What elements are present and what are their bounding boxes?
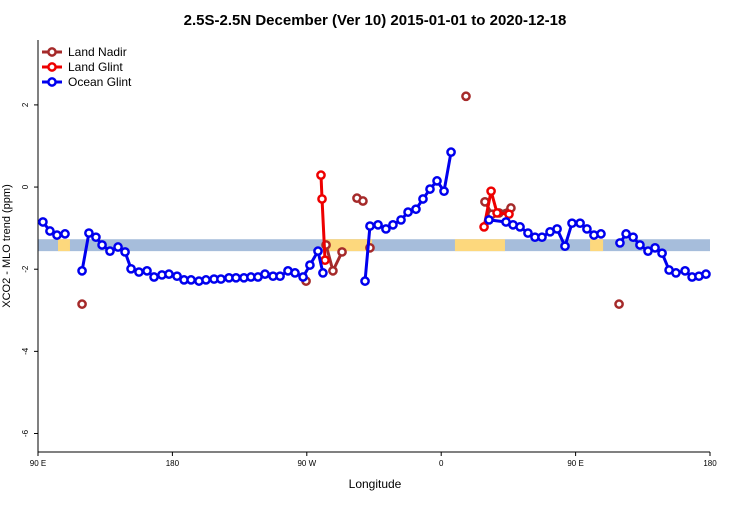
data-point [567, 218, 577, 229]
x-tick-label: 90 E [567, 459, 583, 468]
data-point [657, 248, 667, 259]
data-point [91, 232, 101, 243]
data-point [461, 91, 471, 102]
data-point [432, 176, 442, 186]
legend-marker [47, 62, 57, 72]
data-point [358, 196, 368, 206]
data-point [298, 272, 308, 282]
data-point [77, 299, 87, 309]
data-point [396, 215, 406, 225]
data-point [77, 266, 87, 276]
data-point [373, 219, 383, 230]
data-point [575, 218, 585, 229]
data-point [275, 271, 285, 282]
land-span [323, 239, 373, 252]
data-point [552, 224, 562, 234]
y-tick-label: -4 [21, 347, 30, 355]
data-point [260, 269, 270, 279]
data-point [201, 275, 211, 285]
x-tick-label: 180 [166, 459, 180, 468]
data-point [411, 204, 421, 215]
data-point [360, 276, 370, 286]
data-point [425, 184, 435, 194]
data-point [446, 147, 456, 157]
data-point [45, 226, 55, 236]
legend-label: Land Glint [68, 60, 123, 74]
data-point [680, 266, 690, 276]
y-tick-label: 2 [21, 102, 30, 107]
data-point [381, 224, 391, 234]
data-point [439, 186, 449, 197]
data-point [388, 219, 398, 230]
x-tick-label: 0 [439, 459, 444, 468]
data-point [614, 299, 624, 309]
x-tick-label: 90 W [297, 459, 316, 468]
data-point [403, 207, 413, 217]
data-point [38, 217, 48, 227]
land-span [454, 239, 505, 252]
data-point [231, 272, 241, 283]
data-point [142, 266, 152, 276]
data-point [317, 194, 327, 204]
y-tick-label: 0 [21, 184, 30, 189]
data-point [316, 170, 326, 180]
data-point [537, 232, 547, 243]
data-point [318, 268, 328, 278]
data-point [328, 266, 338, 276]
data-point [113, 242, 123, 252]
data-point [596, 229, 606, 239]
data-point [504, 209, 514, 220]
legend-label: Ocean Glint [68, 75, 132, 89]
x-tick-label: 180 [703, 459, 717, 468]
legend-label: Land Nadir [68, 45, 127, 59]
data-point [479, 222, 489, 232]
y-tick-label: -2 [21, 265, 30, 273]
data-point [172, 271, 182, 282]
data-point [650, 242, 660, 253]
x-axis-label: Longitude [349, 477, 402, 491]
chart-title: 2.5S-2.5N December (Ver 10) 2015-01-01 t… [184, 12, 567, 29]
legend-marker [47, 77, 57, 87]
data-point [60, 229, 70, 239]
data-point [671, 268, 681, 278]
data-point [52, 230, 62, 240]
data-point [149, 272, 159, 282]
data-point [484, 215, 494, 225]
data-point [701, 269, 711, 279]
y-tick-label: -6 [21, 429, 30, 437]
data-point [523, 228, 533, 238]
data-point [186, 275, 196, 285]
data-point [486, 186, 496, 197]
data-point [305, 260, 315, 270]
data-point [320, 255, 330, 266]
data-point [105, 246, 115, 256]
data-point [134, 267, 144, 277]
data-point [365, 221, 375, 231]
y-axis-label: XCO2 - MLO trend (ppm) [1, 184, 13, 307]
data-point [628, 232, 638, 243]
data-point [216, 274, 226, 284]
data-point [164, 269, 174, 279]
data-point [126, 263, 136, 274]
land-span [58, 239, 70, 252]
data-point [84, 228, 94, 238]
data-point [560, 241, 570, 252]
data-point [635, 240, 645, 250]
data-point [582, 224, 592, 234]
land-span [590, 239, 604, 252]
x-tick-label: 90 E [30, 459, 46, 468]
data-point [290, 268, 300, 278]
data-point [418, 194, 428, 204]
data-point [515, 222, 525, 232]
data-point [120, 247, 130, 257]
data-point [313, 246, 323, 256]
data-point [615, 238, 625, 248]
legend-marker [47, 47, 57, 57]
data-point [492, 208, 502, 218]
series-line [41, 151, 707, 283]
data-point [337, 247, 347, 257]
data-point [97, 240, 107, 250]
